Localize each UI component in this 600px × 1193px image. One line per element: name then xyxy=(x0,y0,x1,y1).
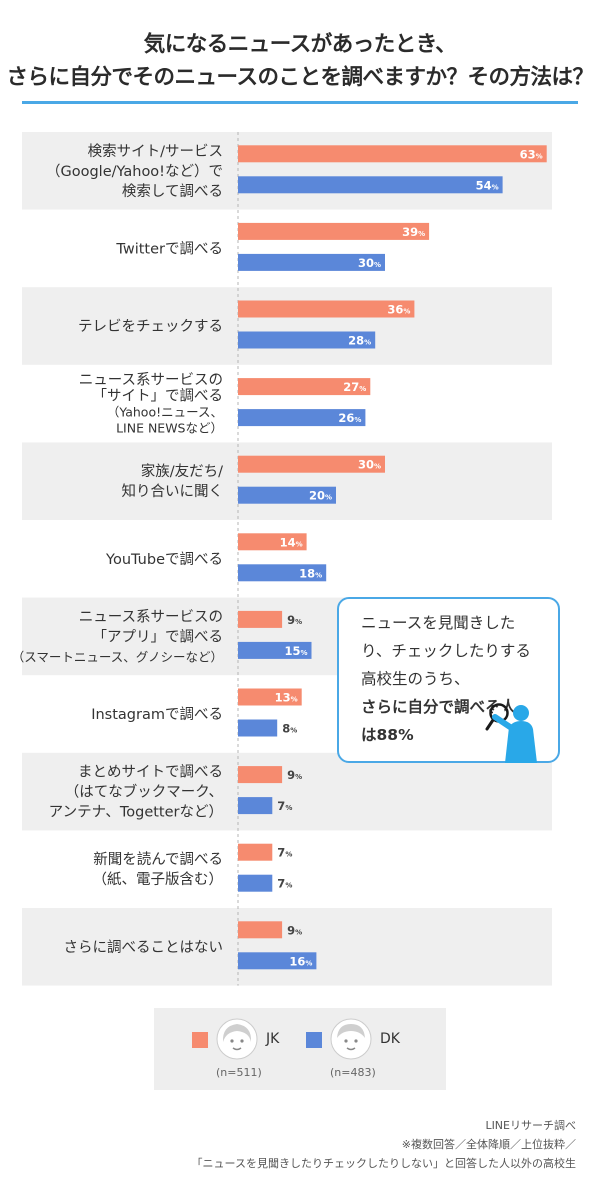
chart-title: 気になるニュースがあったとき、 さらに自分でそのニュースのことを調べますか？その… xyxy=(0,28,600,94)
callout-line5: は88% xyxy=(361,726,414,744)
data-label-dk: 16% xyxy=(289,954,312,968)
data-label-dk: 30% xyxy=(358,256,381,270)
data-label-jk: 13% xyxy=(275,691,298,705)
legend-label-dk: DK xyxy=(380,1031,400,1047)
bar-dk xyxy=(238,486,336,504)
magnifier-person-icon xyxy=(485,703,537,763)
category-label: 知り合いに聞く xyxy=(122,483,224,500)
data-label-jk: 36% xyxy=(387,303,410,317)
bar-jk xyxy=(238,145,547,163)
bar-dk xyxy=(238,564,327,582)
legend-n-dk: (n=483) xyxy=(330,1066,376,1079)
callout-line2: り、チェックしたりする xyxy=(361,642,531,660)
category-label: Twitterで調べる xyxy=(115,240,223,257)
footer-notes: LINEリサーチ調べ ※複数回答／全体降順／上位抜粋／ 「ニュースを見聞きしたり… xyxy=(16,1116,576,1173)
callout-box: ニュースを見聞きした り、チェックしたりする 高校生のうち、 さらに自分で調べる… xyxy=(337,597,560,763)
category-label: （Google/Yahoo!など）で xyxy=(46,163,223,180)
category-label: 「サイト」で調べる xyxy=(93,388,224,405)
category-label: （はてなブックマーク、 xyxy=(65,783,223,801)
bar-jk xyxy=(238,300,415,318)
bar-jk xyxy=(238,843,273,861)
category-label: （スマートニュース、グノシーなど） xyxy=(12,649,223,664)
data-label-dk: 18% xyxy=(299,566,322,580)
category-label: 検索して調べる xyxy=(122,183,223,200)
footer-condition: 「ニュースを見聞きしたりチェックしたりしない」と回答した人以外の高校生 xyxy=(191,1157,576,1170)
legend-swatch-jk xyxy=(192,1032,208,1048)
bar-dk xyxy=(238,409,366,427)
category-label: LINE NEWSなど） xyxy=(116,421,223,436)
data-label-dk: 8% xyxy=(282,722,297,736)
data-label-jk: 9% xyxy=(287,768,302,782)
bar-jk xyxy=(238,688,302,706)
category-label: まとめサイトで調べる xyxy=(78,764,223,781)
callout-line4: さらに自分で調べる人 xyxy=(361,698,517,716)
data-label-jk: 7% xyxy=(277,846,292,860)
row-background xyxy=(22,132,552,210)
bar-jk xyxy=(238,222,430,240)
category-label: ニュース系サービスの xyxy=(79,372,223,389)
data-label-dk: 26% xyxy=(338,411,361,425)
data-label-dk: 15% xyxy=(284,644,307,658)
callout-line3: 高校生のうち、 xyxy=(361,670,470,688)
category-label: さらに調べることはない xyxy=(64,939,224,956)
boy-face-icon xyxy=(330,1018,372,1060)
row-background xyxy=(22,908,552,986)
category-label: （Yahoo!ニュース、 xyxy=(107,405,223,420)
category-label: 検索サイト/サービス xyxy=(88,143,223,160)
bar-dk xyxy=(238,719,278,737)
data-label-jk: 30% xyxy=(358,458,381,472)
category-label: Instagramで調べる xyxy=(91,706,223,723)
bar-jk xyxy=(238,921,283,939)
bar-jk xyxy=(238,455,385,473)
bar-dk xyxy=(238,641,312,659)
bar-dk xyxy=(238,874,273,892)
legend-swatch-dk xyxy=(306,1032,322,1048)
chart-title-line2: さらに自分でそのニュースのことを調べますか？その方法は？ xyxy=(6,65,594,90)
row-background xyxy=(22,752,552,831)
data-label-dk: 20% xyxy=(309,489,332,503)
data-label-jk: 9% xyxy=(287,923,302,937)
legend-label-jk: JK xyxy=(266,1031,280,1047)
data-label-dk: 7% xyxy=(277,799,292,813)
bar-dk xyxy=(238,331,376,349)
category-label: テレビをチェックする xyxy=(78,318,223,335)
bar-dk xyxy=(238,797,273,815)
row-background xyxy=(22,442,552,520)
title-underline xyxy=(22,101,578,104)
data-label-dk: 7% xyxy=(277,877,292,891)
category-label: 「アプリ」で調べる xyxy=(93,628,224,645)
footer-source: LINEリサーチ調べ xyxy=(485,1119,576,1132)
data-label-jk: 9% xyxy=(287,613,302,627)
data-label-jk: 39% xyxy=(402,225,425,239)
data-label-jk: 63% xyxy=(520,147,543,161)
bar-jk xyxy=(238,766,283,784)
bar-dk xyxy=(238,952,317,970)
category-label: （紙、電子版含む） xyxy=(93,871,224,888)
category-label: 家族/友だち/ xyxy=(141,463,223,480)
callout-text: ニュースを見聞きした り、チェックしたりする 高校生のうち、 さらに自分で調べる… xyxy=(361,609,561,749)
legend: JK (n=511) DK (n=483) xyxy=(154,1008,446,1090)
category-label: 新聞を読んで調べる xyxy=(93,851,223,868)
bar-jk xyxy=(238,378,371,396)
bar-dk xyxy=(238,176,503,194)
data-label-jk: 14% xyxy=(280,535,303,549)
bar-jk xyxy=(238,610,283,628)
girl-face-icon xyxy=(216,1018,258,1060)
data-label-dk: 54% xyxy=(476,178,499,192)
chart-title-line1: 気になるニュースがあったとき、 xyxy=(143,32,457,57)
category-label: ニュース系サービスの xyxy=(79,608,223,625)
category-label: アンテナ、Togetterなど） xyxy=(49,804,223,821)
row-background xyxy=(22,287,552,365)
bar-dk xyxy=(238,253,385,271)
footer-note: ※複数回答／全体降順／上位抜粋／ xyxy=(401,1138,576,1151)
category-label: YouTubeで調べる xyxy=(105,551,223,568)
bar-jk xyxy=(238,533,307,551)
legend-n-jk: (n=511) xyxy=(216,1066,262,1079)
data-label-jk: 27% xyxy=(343,380,366,394)
callout-line1: ニュースを見聞きした xyxy=(361,614,516,632)
data-label-dk: 28% xyxy=(348,334,371,348)
